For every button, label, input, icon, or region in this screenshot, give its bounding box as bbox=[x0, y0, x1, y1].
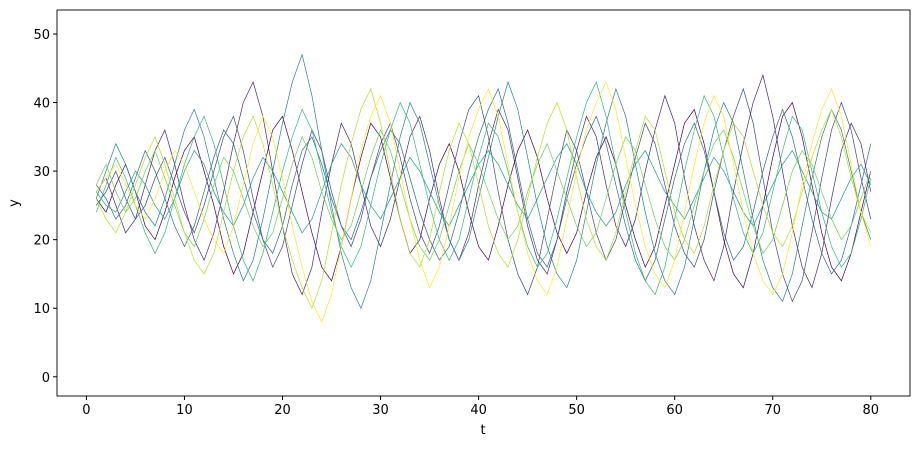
series-line bbox=[95, 129, 872, 261]
x-tick-label: 10 bbox=[176, 403, 193, 418]
y-tick-label: 30 bbox=[33, 165, 50, 180]
series-line bbox=[95, 143, 872, 234]
y-axis-label: y bbox=[7, 199, 22, 207]
series-line bbox=[95, 53, 872, 310]
x-tick-label: 60 bbox=[666, 403, 683, 418]
series-line bbox=[95, 81, 872, 323]
series-line bbox=[95, 87, 872, 303]
y-tick-label: 20 bbox=[33, 234, 50, 249]
series-line bbox=[95, 101, 872, 289]
y-tick-label: 10 bbox=[33, 302, 50, 317]
x-tick-label: 80 bbox=[863, 403, 880, 418]
series-line bbox=[95, 87, 872, 282]
plot-frame bbox=[56, 9, 911, 397]
x-tick-label: 50 bbox=[568, 403, 585, 418]
x-tick-label: 70 bbox=[764, 403, 781, 418]
y-tick-label: 40 bbox=[33, 97, 50, 112]
x-axis-label: t bbox=[480, 423, 485, 438]
series-line bbox=[95, 81, 872, 296]
x-tick-label: 30 bbox=[372, 403, 389, 418]
x-tick-label: 40 bbox=[470, 403, 487, 418]
x-tick-label: 0 bbox=[82, 403, 90, 418]
y-tick-label: 0 bbox=[42, 371, 50, 386]
series-line bbox=[95, 87, 872, 310]
x-tick-label: 20 bbox=[274, 403, 291, 418]
series-line bbox=[95, 73, 872, 296]
y-tick-label: 50 bbox=[33, 28, 50, 43]
